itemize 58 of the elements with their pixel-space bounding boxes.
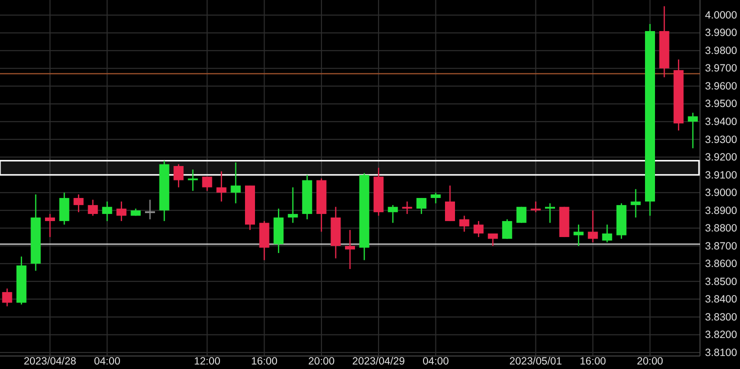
candlestick: [588, 210, 598, 243]
candlestick: [502, 218, 512, 240]
candlestick: [430, 192, 441, 204]
x-tick-label: 04:00: [422, 355, 450, 368]
y-tick-label: 3.8200: [705, 329, 738, 342]
candlestick: [602, 224, 612, 243]
x-tick-label: 2023/05/01: [509, 355, 562, 368]
y-tick-label: 3.9700: [705, 62, 738, 75]
candlestick: [230, 162, 241, 204]
y-tick-label: 3.8400: [705, 294, 738, 306]
y-tick-label: 3.9800: [705, 44, 738, 57]
candlestick: [416, 197, 426, 215]
candlestick: [474, 220, 484, 238]
y-tick-label: 3.9400: [705, 116, 738, 128]
x-tick-label: 12:00: [194, 355, 220, 368]
candlestick: [288, 186, 298, 224]
x-tick-label: 2023/04/28: [24, 355, 76, 368]
y-tick-label: 3.8100: [705, 346, 738, 359]
y-tick-label: 3.8900: [705, 204, 738, 217]
x-tick-label: 04:00: [94, 355, 120, 368]
candlestick: [116, 200, 126, 222]
y-tick-label: 3.8800: [705, 222, 738, 235]
candlestick: [88, 199, 98, 216]
y-tick-label: 3.9000: [705, 187, 738, 200]
candlestick: [630, 188, 641, 218]
y-tick-label: 3.8600: [705, 258, 738, 270]
y-tick-label: 3.9600: [705, 80, 738, 92]
y-tick-label: 3.8500: [705, 276, 738, 288]
y-tick-label: 4.0000: [705, 9, 738, 22]
x-tick-label: 2023/04/29: [352, 355, 405, 368]
candlestick: [2, 288, 12, 307]
candlestick: [488, 232, 498, 247]
candlestick: [445, 184, 455, 222]
candlestick: [459, 215, 470, 232]
candlestick: [345, 229, 355, 270]
y-tick-label: 3.9100: [705, 169, 738, 182]
candlestick: [174, 164, 184, 188]
candlestick: [45, 213, 55, 238]
candlestick: [574, 224, 584, 247]
y-tick-label: 3.8300: [705, 311, 738, 324]
y-tick-label: 3.8700: [705, 240, 738, 252]
candlestick: [516, 206, 526, 224]
candlestick: [530, 200, 541, 213]
candlestick: [74, 194, 84, 213]
y-tick-label: 3.9900: [705, 27, 738, 40]
y-tick-label: 3.9500: [705, 98, 738, 110]
candlestick: [688, 112, 698, 149]
candlestick: [388, 204, 398, 224]
x-tick-label: 16:00: [251, 355, 278, 368]
x-tick-label: 20:00: [308, 355, 335, 368]
x-tick-label: 20:00: [636, 355, 664, 368]
y-tick-label: 3.9300: [705, 134, 738, 146]
y-tick-label: 3.9200: [705, 151, 738, 164]
x-tick-label: 16:00: [580, 355, 606, 368]
candlestick: [216, 170, 226, 202]
candlestick: [202, 176, 212, 192]
candlestick: [59, 192, 70, 226]
candlestick: [102, 200, 112, 222]
